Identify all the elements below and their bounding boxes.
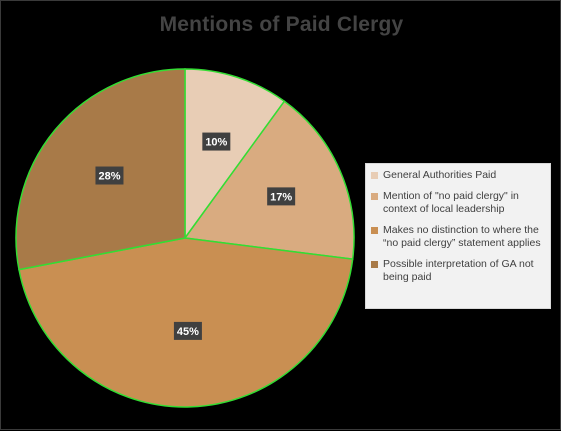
- chart-title: Mentions of Paid Clergy: [159, 13, 404, 36]
- data-label-text: 17%: [270, 191, 292, 203]
- pie-slice-1: [184, 68, 286, 241]
- data-label-1: 10%: [202, 132, 231, 151]
- data-label-box: [173, 321, 202, 340]
- data-label-text: 28%: [98, 171, 120, 183]
- data-label-text: 10%: [205, 137, 227, 149]
- legend-item-1: General Authorities Paid: [371, 169, 546, 182]
- legend-swatch: [371, 227, 378, 234]
- legend-label: General Authorities Paid: [383, 169, 497, 181]
- data-label-box: [202, 132, 231, 151]
- data-label-3: 45%: [173, 321, 202, 340]
- legend-swatch: [371, 172, 378, 179]
- legend-swatch: [371, 193, 378, 200]
- legend-label: Possible interpretation of GA not being …: [383, 258, 534, 283]
- data-label-4: 28%: [95, 166, 124, 185]
- data-label-text: 45%: [177, 326, 199, 338]
- data-label-2: 17%: [267, 187, 296, 206]
- legend: General Authorities Paid Mention of "no p…: [365, 163, 551, 309]
- legend-item-2: Mention of "no paid clergy" in context o…: [371, 190, 546, 216]
- legend-item-3: Makes no distinction to where the “no pa…: [371, 224, 546, 250]
- legend-item-4: Possible interpretation of GA not being …: [371, 258, 546, 284]
- data-label-box: [267, 187, 296, 206]
- legend-label: Makes no distinction to where the “no pa…: [383, 224, 541, 249]
- legend-label: Mention of "no paid clergy" in context o…: [383, 190, 519, 215]
- pie-slice-2: [183, 100, 355, 261]
- data-label-box: [95, 166, 124, 185]
- legend-swatch: [371, 261, 378, 268]
